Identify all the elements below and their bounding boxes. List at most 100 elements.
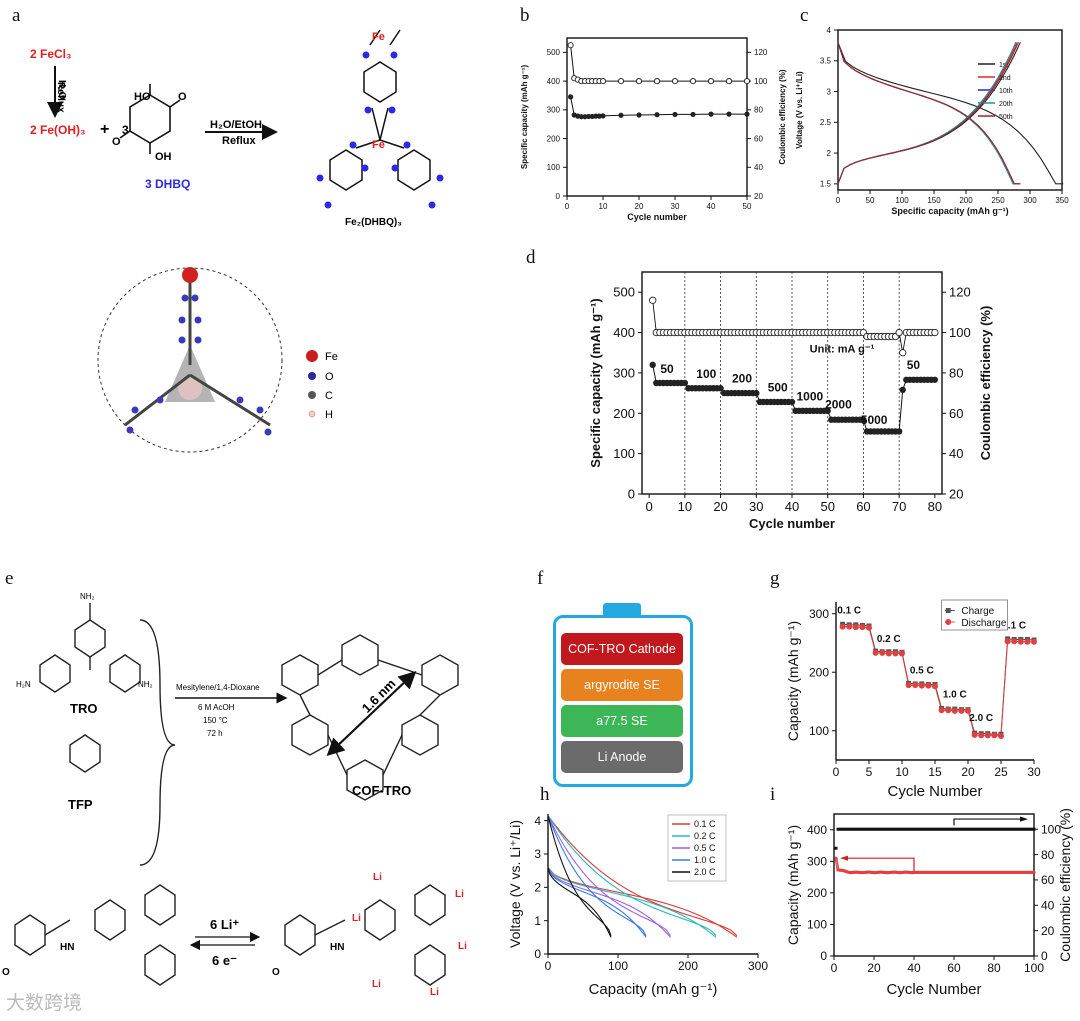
ce-point bbox=[1004, 827, 1008, 831]
plot-frame bbox=[833, 813, 1035, 957]
capacity-point bbox=[654, 112, 660, 118]
y-axis-label: Capacity (mAh g⁻¹) bbox=[785, 621, 801, 741]
capacity-point bbox=[788, 398, 796, 406]
ce-point bbox=[671, 78, 679, 85]
x-tick-label: 15 bbox=[928, 765, 942, 779]
ce-point bbox=[938, 827, 942, 831]
ce-point bbox=[894, 827, 898, 831]
y2-tick-label: 60 bbox=[754, 134, 763, 143]
ce-point bbox=[840, 827, 844, 831]
ce-point bbox=[834, 846, 838, 850]
legend-label: 0.2 C bbox=[694, 831, 716, 841]
capacity-point bbox=[568, 94, 574, 100]
o-label-2: O bbox=[272, 967, 280, 978]
ce-point bbox=[846, 827, 850, 831]
ce-point bbox=[984, 827, 988, 831]
ce-point bbox=[958, 827, 962, 831]
panel-label-g: g bbox=[770, 568, 780, 589]
x-axis-label: Capacity (mAh g⁻¹) bbox=[589, 981, 718, 998]
legend-label: 50th bbox=[999, 114, 1013, 121]
x-tick-label: 60 bbox=[947, 961, 961, 975]
tro-h2n-left: H₂N bbox=[16, 680, 31, 689]
y-tick-label: 0 bbox=[556, 192, 561, 201]
capacity-point bbox=[753, 389, 760, 397]
cof-product-label: COF-TRO bbox=[352, 783, 411, 798]
ce-point bbox=[946, 827, 950, 831]
ce-arrow bbox=[953, 818, 1022, 826]
y-tick-label: 300 bbox=[613, 365, 635, 380]
legend-label: 1.0 C bbox=[694, 855, 716, 865]
rate-label: 0.1 C bbox=[837, 606, 861, 617]
charge-curve bbox=[547, 815, 671, 936]
ce-point bbox=[896, 827, 900, 831]
discharge-point bbox=[872, 649, 879, 656]
y2-tick-label: 20 bbox=[949, 487, 963, 502]
legend-box bbox=[667, 814, 727, 882]
ce-point bbox=[920, 827, 924, 831]
y-tick-label: 500 bbox=[547, 48, 561, 57]
ce-point bbox=[878, 827, 882, 831]
y-axis-label: Voltage (V vs. Li⁺/Li) bbox=[795, 71, 804, 149]
x-tick-label: 40 bbox=[785, 499, 799, 514]
ce-point bbox=[599, 78, 607, 85]
y2-tick-label: 40 bbox=[1041, 898, 1055, 912]
ce-point bbox=[1032, 827, 1036, 831]
x-tick-label: 100 bbox=[1024, 961, 1044, 975]
pore-size-label: 1.6 nm bbox=[359, 676, 399, 716]
y-axis-label: Specific capacity (mAh g⁻¹) bbox=[588, 298, 603, 467]
discharge-point bbox=[918, 682, 925, 689]
ce-point bbox=[962, 827, 966, 831]
reagent-li: 6 Li⁺ bbox=[210, 917, 239, 932]
y-tick-label: 0 bbox=[820, 949, 827, 963]
ce-point bbox=[900, 827, 904, 831]
discharge-point bbox=[951, 707, 958, 714]
y2-tick-label: 120 bbox=[754, 48, 768, 57]
chart-g: 0 5 10 15 20 25 30 100 200 300 Cycle Number Capacit… bbox=[785, 599, 1041, 800]
y-tick-label: 400 bbox=[547, 77, 561, 86]
ce-point bbox=[912, 827, 916, 831]
x-axis-label: Cycle number bbox=[627, 212, 687, 222]
discharge-curve bbox=[547, 866, 717, 938]
y-tick-label: 4 bbox=[534, 814, 541, 828]
capacity-line bbox=[834, 857, 1034, 875]
y-tick-label: 0 bbox=[628, 487, 635, 502]
y-tick-label: 100 bbox=[613, 446, 635, 461]
dhbq-molecule bbox=[119, 84, 181, 154]
y-tick-label: 4 bbox=[827, 26, 832, 35]
chart-d: 0 10 20 30 40 50 60 70 80 0 100 200 300 400 500 20 40 60 8… bbox=[588, 271, 993, 531]
panel-label-b: b bbox=[520, 5, 530, 26]
ce-point bbox=[1028, 827, 1032, 831]
ce-point bbox=[886, 827, 890, 831]
chart-i: 0 20 40 60 80 1000100200300400020406080100Cyc… bbox=[785, 808, 1073, 998]
x-tick-label: 20 bbox=[867, 961, 881, 975]
capacity-point bbox=[895, 428, 903, 435]
ce-point bbox=[850, 827, 854, 831]
discharge-point bbox=[905, 682, 912, 689]
x-axis-label: Cycle Number bbox=[886, 981, 981, 998]
watermark: 大数跨境 bbox=[6, 992, 83, 1014]
capacity-line bbox=[652, 364, 935, 432]
cond-solvent: Mesitylene/1,4-Dioxane bbox=[176, 683, 260, 692]
ce-point bbox=[653, 78, 661, 85]
x-axis-label: Cycle number bbox=[749, 516, 835, 531]
li-1: Li bbox=[373, 872, 382, 883]
solvent-label: H₂O/EtOH bbox=[210, 119, 262, 131]
ce-point bbox=[899, 349, 907, 357]
ce-point bbox=[892, 827, 896, 831]
ce-point bbox=[1012, 827, 1016, 831]
panel-label-i: i bbox=[770, 784, 776, 805]
legend-c: C bbox=[325, 390, 333, 402]
ce-point bbox=[904, 827, 908, 831]
capacity-point bbox=[690, 111, 696, 118]
cond-temp: 150 °C bbox=[203, 716, 228, 725]
ce-point bbox=[942, 827, 946, 831]
x-tick-label: 5 bbox=[866, 765, 873, 779]
capacity-point bbox=[744, 111, 750, 117]
x-tick-label: 150 bbox=[927, 196, 941, 205]
legend-label: 2.0 C bbox=[694, 867, 716, 877]
charge-curve bbox=[547, 815, 612, 936]
chart-h: 0 100 200 300 0 1 2 3 4 Capacity (mAh g⁻¹) Voltage… bbox=[507, 814, 768, 998]
coef-label: 3 bbox=[122, 123, 129, 137]
y-axis-label: Capacity (mAh g⁻¹) bbox=[785, 825, 801, 945]
y2-tick-label: 80 bbox=[1041, 848, 1055, 862]
